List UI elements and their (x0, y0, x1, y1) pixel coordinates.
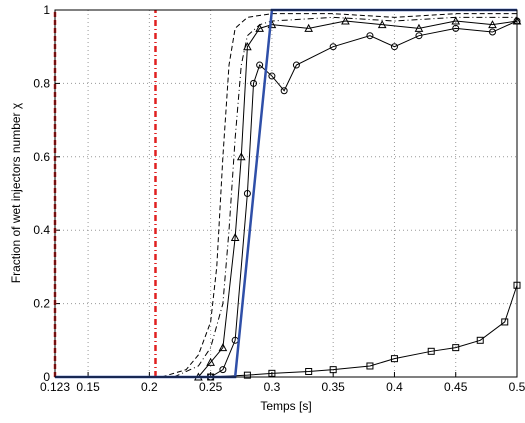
x-tick-label: 0.4 (386, 380, 403, 394)
marker (206, 357, 215, 366)
series-line (197, 20, 518, 378)
x-tick-label: 0.5 (509, 380, 525, 394)
marker (451, 16, 461, 25)
y-axis-label: Fraction of wet injectors number χ (9, 102, 23, 283)
plot-frame (54, 9, 518, 378)
x-tick-label: 0.25 (199, 380, 223, 394)
marker (390, 355, 398, 363)
x-tick-label: 0.2 (141, 380, 158, 394)
marker (501, 318, 509, 326)
series-line (161, 13, 517, 378)
x-tick-label: 0.35 (322, 380, 346, 394)
marker (243, 42, 252, 51)
marker (243, 190, 251, 197)
marker (250, 79, 258, 87)
y-tick-label: 1 (43, 3, 50, 17)
y-tick-label: 0.6 (33, 150, 50, 164)
x-tick-label: 0.123 (40, 380, 70, 394)
marker (452, 344, 460, 352)
marker (488, 28, 496, 36)
marker (415, 32, 423, 40)
x-tick-label: 0.3 (264, 380, 281, 394)
y-tick-label: 0.8 (33, 76, 50, 90)
x-tick-label: 0.45 (444, 380, 468, 394)
marker (230, 232, 240, 242)
x-axis-label: Temps [s] (260, 399, 311, 413)
marker (280, 87, 288, 95)
y-tick-label: 0 (43, 370, 50, 384)
marker (256, 61, 264, 69)
marker (366, 362, 374, 370)
marker (255, 23, 264, 32)
marker (304, 23, 314, 32)
marker (341, 16, 350, 25)
marker (427, 347, 435, 355)
marker (243, 371, 251, 379)
marker (292, 61, 300, 69)
marker (366, 32, 374, 40)
series-line (210, 285, 518, 378)
x-tick-label: 0.15 (76, 380, 100, 394)
marker (488, 20, 497, 29)
series-line (173, 16, 517, 378)
marker (219, 366, 227, 374)
marker (218, 343, 228, 352)
series-line (210, 20, 518, 378)
series-line (55, 8, 517, 379)
marker (414, 23, 424, 32)
marker (476, 336, 484, 344)
marker (452, 24, 460, 32)
marker (268, 72, 276, 80)
marker (268, 369, 276, 377)
marker (305, 367, 313, 375)
marker (329, 43, 337, 51)
y-tick-label: 0.2 (33, 297, 50, 311)
y-tick-label: 0.4 (33, 223, 50, 237)
marker (377, 20, 387, 29)
marker (390, 43, 398, 51)
marker (329, 366, 337, 374)
marker (236, 152, 246, 161)
